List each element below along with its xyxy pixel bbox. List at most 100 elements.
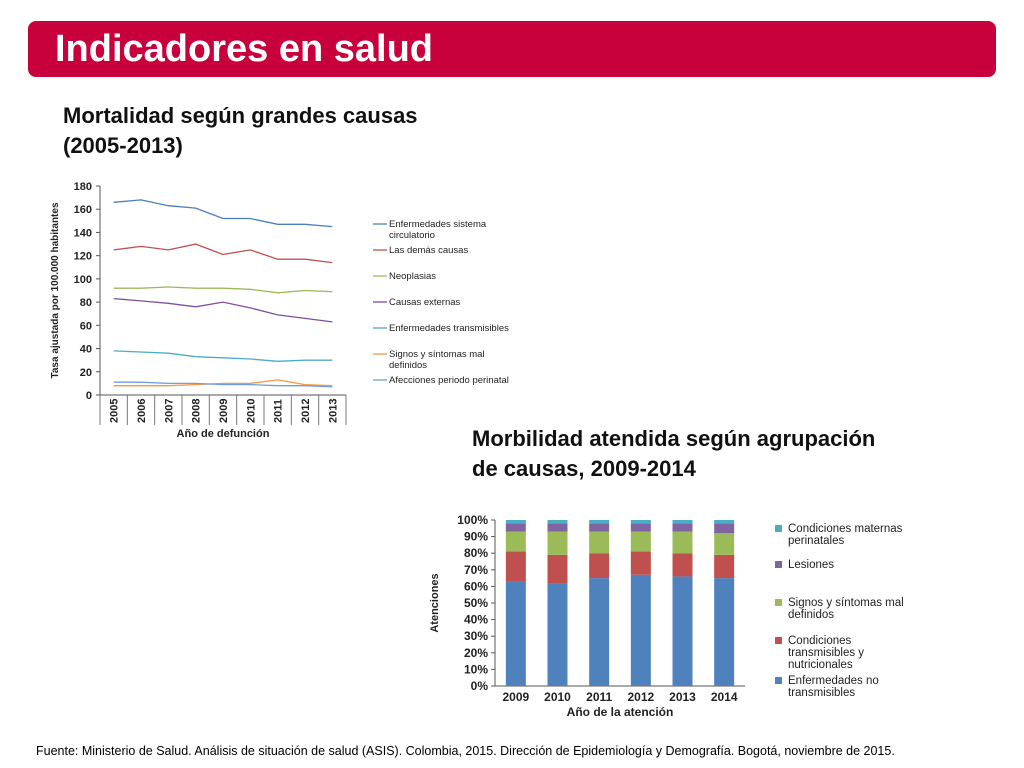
x-tick-label: 2007 <box>163 399 175 423</box>
stacked-bar-segment <box>672 531 693 554</box>
legend-label: Condiciones <box>788 635 852 647</box>
series-line <box>113 199 333 228</box>
x-tick-label: 2010 <box>245 399 257 423</box>
y-tick-label: 20 <box>80 367 92 379</box>
stacked-bar-segment <box>672 576 693 686</box>
legend-swatch <box>775 525 782 532</box>
legend-label: perinatales <box>788 535 845 547</box>
legend-label: definidos <box>788 609 834 621</box>
stacked-bar-segment <box>589 523 610 532</box>
stacked-bar-segment <box>547 523 568 532</box>
stacked-bar-segment <box>547 554 568 584</box>
y-axis-title: Tasa ajustada por 100.000 habitantes <box>50 202 61 378</box>
morbidity-section-title: Morbilidad atendida según agrupación de … <box>472 424 972 484</box>
y-tick-label: 80 <box>80 297 92 309</box>
stacked-bar-segment <box>714 578 735 686</box>
y-tick-label: 30% <box>464 629 488 643</box>
legend-label: circulatorio <box>389 230 435 241</box>
legend-label: transmisibles <box>788 687 855 699</box>
stacked-bar-segment <box>714 533 735 555</box>
legend-label: Afecciones periodo perinatal <box>389 375 509 386</box>
x-tick-label: 2014 <box>711 690 738 704</box>
legend-label: Condiciones maternas <box>788 523 903 535</box>
x-tick-label: 2011 <box>586 690 612 704</box>
y-tick-label: 60 <box>80 320 92 332</box>
x-tick-label: 2010 <box>544 690 571 704</box>
header-banner: Indicadores en salud <box>28 21 996 77</box>
y-tick-label: 60% <box>464 579 488 593</box>
page-title: Indicadores en salud <box>55 28 433 70</box>
x-axis-title: Año de defunción <box>177 428 270 440</box>
stacked-bar-segment <box>714 554 735 579</box>
stacked-bar-segment <box>589 553 610 579</box>
series-line <box>113 243 333 264</box>
legend-label: Neoplasias <box>389 271 436 282</box>
stacked-bar-segment <box>589 578 610 686</box>
y-tick-label: 180 <box>74 181 92 193</box>
mortality-title-line-1: Mortalidad según grandes causas <box>63 103 418 128</box>
stacked-bar-segment <box>714 523 735 534</box>
legend-label: Enfermedades no <box>788 675 879 687</box>
y-tick-label: 0% <box>471 679 489 693</box>
x-tick-label: 2008 <box>191 399 203 423</box>
y-tick-label: 70% <box>464 563 488 577</box>
x-tick-label: 2005 <box>109 399 121 423</box>
legend-label: definidos <box>389 360 427 371</box>
morbidity-title-line-2: de causas, 2009-2014 <box>472 456 696 481</box>
morbidity-title-line-1: Morbilidad atendida según agrupación <box>472 426 876 451</box>
stacked-bar-segment <box>630 520 651 524</box>
series-line <box>113 286 333 294</box>
stacked-bar-segment <box>505 581 526 686</box>
x-tick-label: 2013 <box>669 690 696 704</box>
stacked-bar-segment <box>630 551 651 575</box>
legend-label: Enfermedades sistema <box>389 219 487 230</box>
legend-label: transmisibles y <box>788 647 864 659</box>
morbidity-stacked-bar-chart: 0% 10% 20% 30% 40% 50% 60% 70% 80% 90% 100% 2009 201… <box>429 513 904 719</box>
x-tick-label: 2009 <box>218 399 230 423</box>
stacked-bar-segment <box>714 520 735 524</box>
y-axis-title: Atenciones <box>429 573 441 632</box>
y-tick-label: 90% <box>464 530 488 544</box>
series-line <box>113 379 333 387</box>
stacked-bar-segment <box>672 520 693 524</box>
stacked-bar-segment <box>547 531 568 555</box>
y-tick-label: 140 <box>74 227 92 239</box>
mortality-line-chart: 0 20 40 60 80 100 120 140 160 180 2005 2006 2007 2008… <box>50 181 509 440</box>
y-tick-label: 0 <box>86 390 92 402</box>
x-axis-title: Año de la atención <box>567 705 674 719</box>
legend-label: Signos y síntomas mal <box>389 349 485 360</box>
stacked-bar-segment <box>630 531 651 552</box>
stacked-bar-segment <box>672 523 693 532</box>
mortality-section-title: Mortalidad según grandes causas (2005-20… <box>63 101 503 161</box>
legend-swatch <box>775 637 782 644</box>
y-tick-label: 40 <box>80 344 92 356</box>
y-tick-label: 10% <box>464 662 488 676</box>
y-tick-label: 20% <box>464 646 488 660</box>
y-tick-label: 160 <box>74 204 92 216</box>
legend-swatch <box>775 561 782 568</box>
x-tick-label: 2012 <box>627 690 654 704</box>
y-tick-label: 100 <box>74 274 92 286</box>
stacked-bar-segment <box>547 520 568 524</box>
stacked-bar-segment <box>630 523 651 532</box>
y-tick-label: 80% <box>464 546 488 560</box>
y-tick-label: 40% <box>464 613 488 627</box>
stacked-bar-segment <box>505 523 526 532</box>
legend-label: nutricionales <box>788 659 853 671</box>
legend-label: Las demás causas <box>389 245 468 256</box>
stacked-bar-segment <box>505 520 526 524</box>
x-tick-label: 2011 <box>273 399 285 423</box>
source-footnote: Fuente: Ministerio de Salud. Análisis de… <box>36 744 895 758</box>
series-line <box>113 297 333 323</box>
x-tick-label: 2012 <box>300 399 312 423</box>
series-line <box>113 381 333 388</box>
stacked-bar-segment <box>672 553 693 577</box>
x-tick-label: 2009 <box>502 690 529 704</box>
x-tick-label: 2006 <box>136 399 148 423</box>
legend-label: Signos y síntomas mal <box>788 597 904 609</box>
stacked-bar-segment <box>589 520 610 524</box>
stacked-bar-segment <box>547 583 568 686</box>
series-line <box>113 350 333 362</box>
y-tick-label: 50% <box>464 596 488 610</box>
legend-label: Enfermedades transmisibles <box>389 323 509 334</box>
